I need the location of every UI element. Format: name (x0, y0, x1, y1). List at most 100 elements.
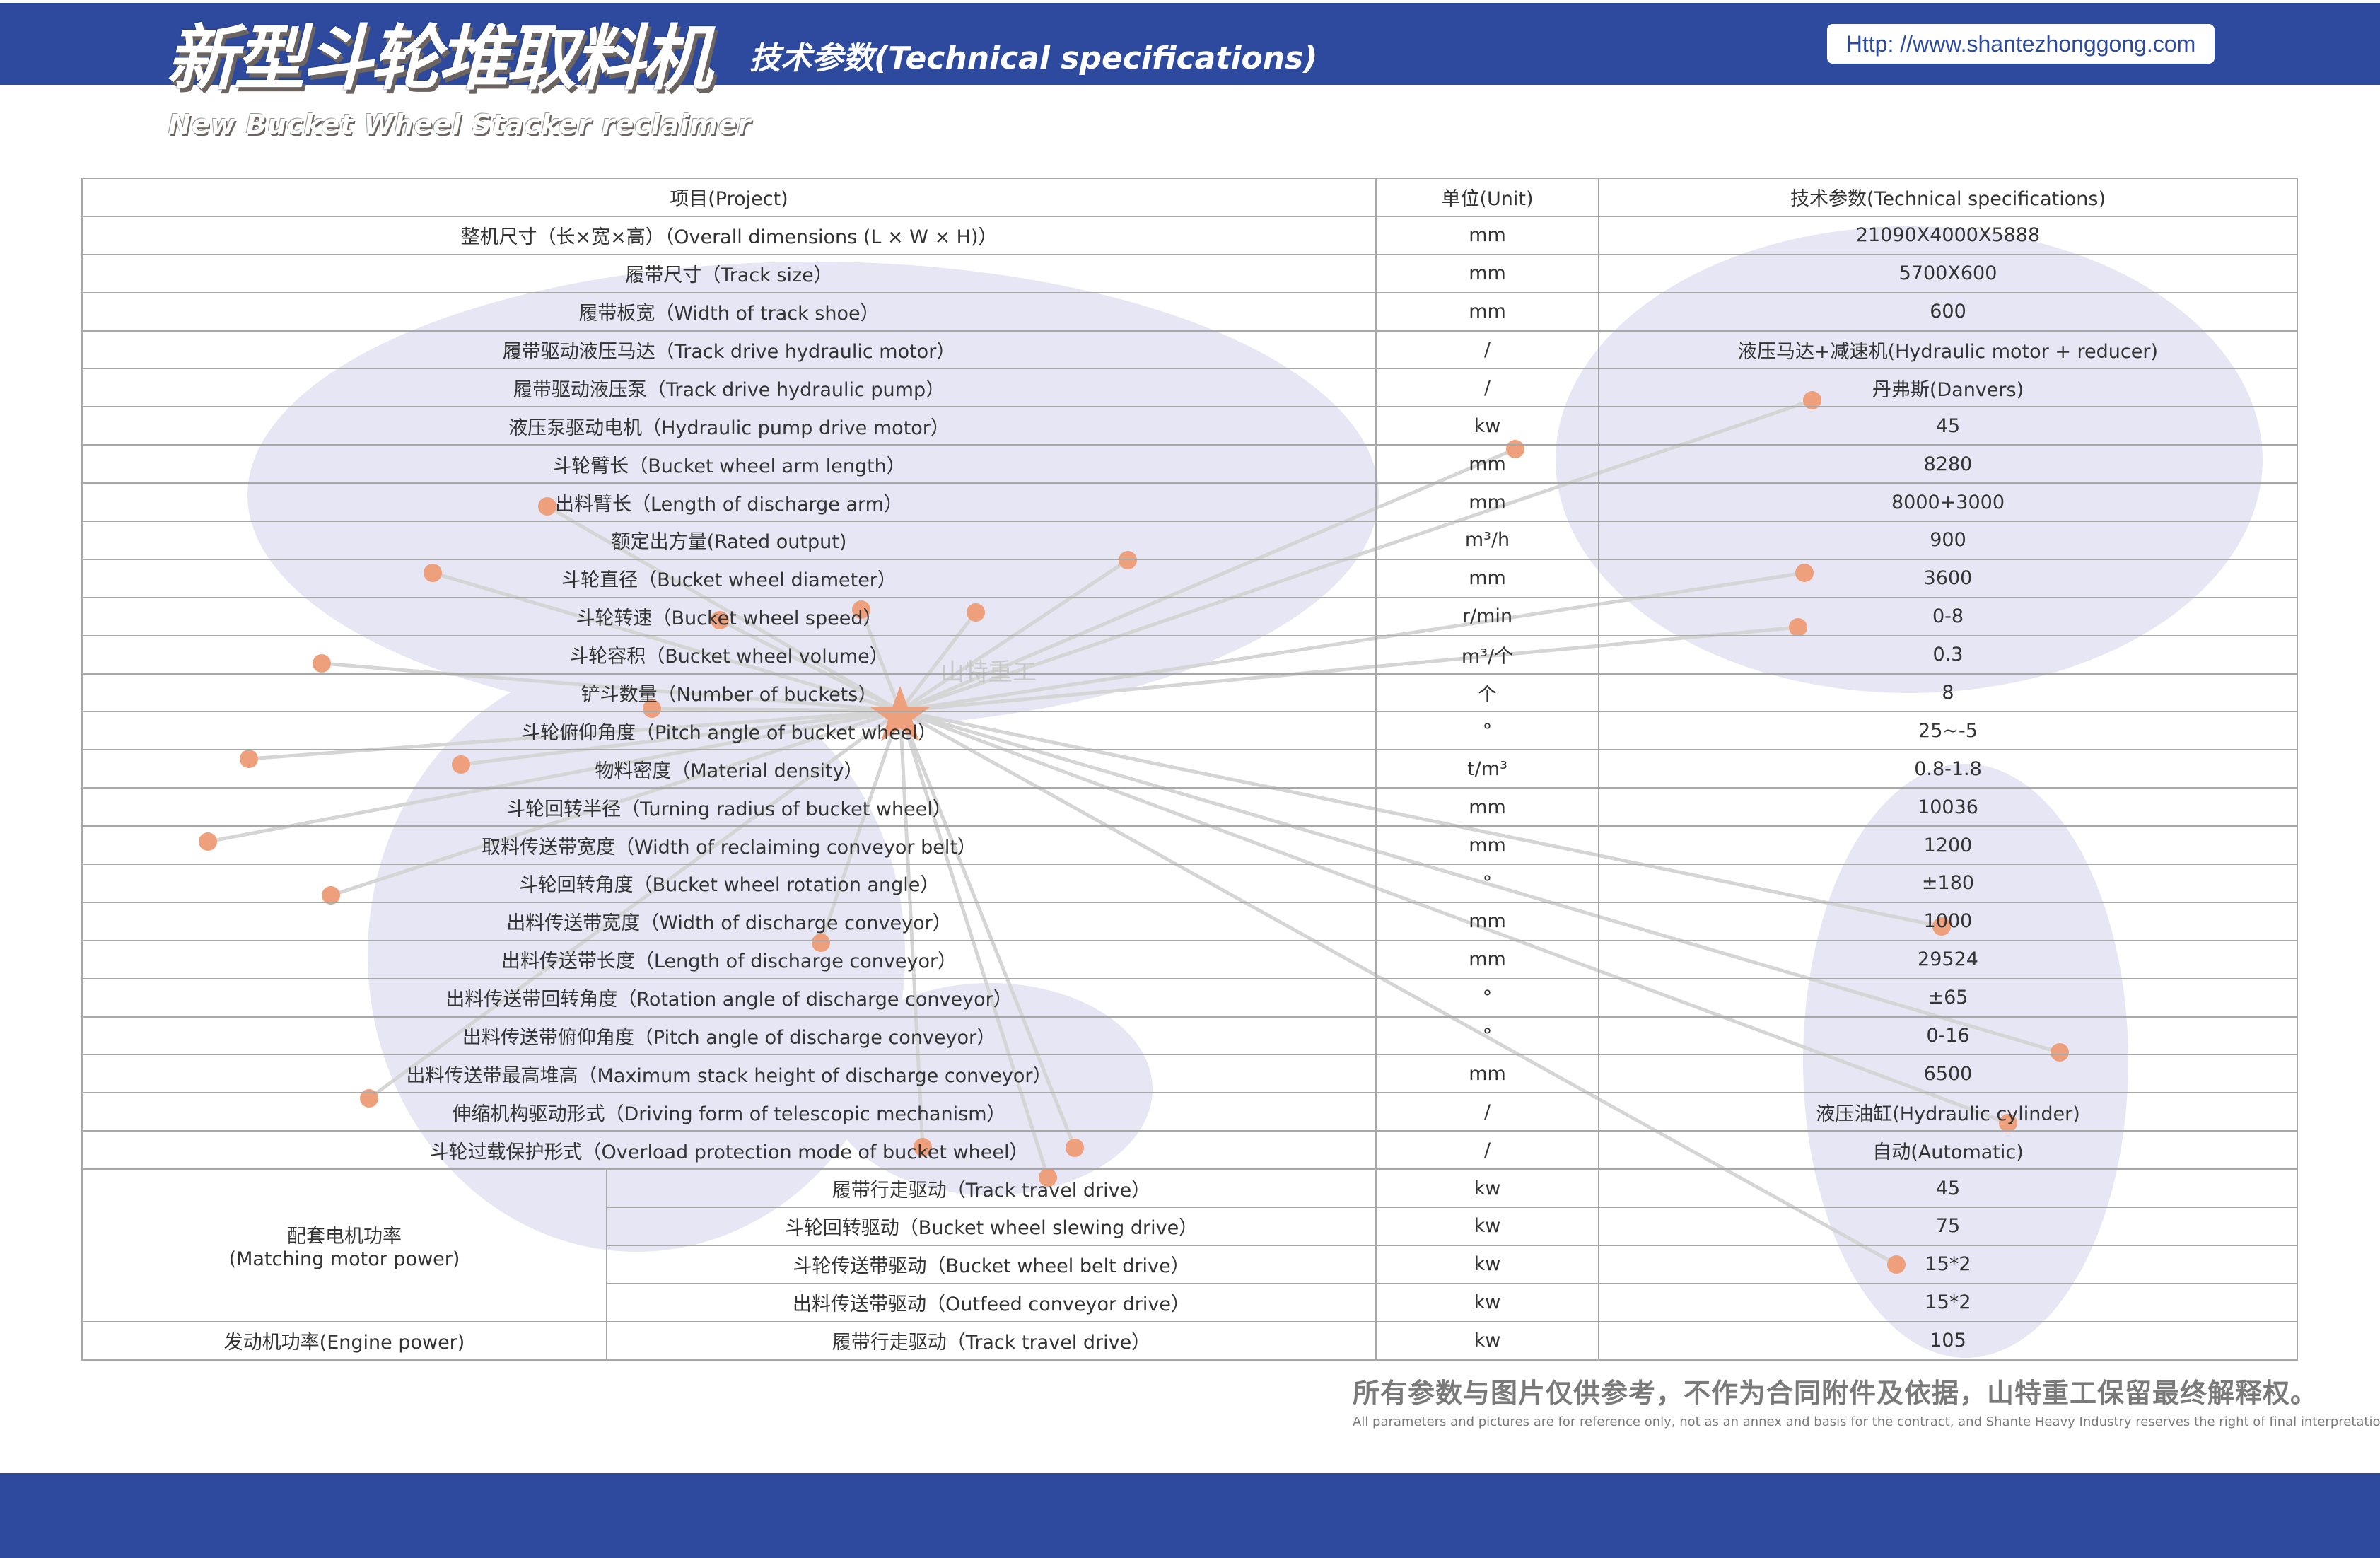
row-value: 105 (1598, 1320, 2298, 1361)
row-item: 斗轮回转半径（Turning radius of bucket wheel） (81, 787, 1377, 827)
row-unit: mm (1375, 939, 1599, 979)
row-value: 0.8-1.8 (1598, 749, 2298, 789)
table-row: 液压泵驱动电机（Hydraulic pump drive motor） kw 45 (81, 406, 2298, 446)
row-value: 8 (1598, 673, 2298, 713)
row-value: 45 (1598, 406, 2298, 446)
table-row: 整机尺寸（长×宽×高）（Overall dimensions (L × W × … (81, 215, 2298, 255)
row-value: 75 (1598, 1207, 2298, 1246)
row-unit: kw (1375, 406, 1599, 446)
table-row: 斗轮过载保护形式（Overload protection mode of buc… (81, 1130, 2298, 1170)
table-row: 物料密度（Material density） t/m³ 0.8-1.8 (81, 749, 2298, 789)
row-item: 液压泵驱动电机（Hydraulic pump drive motor） (81, 406, 1377, 446)
row-value: ±65 (1598, 977, 2298, 1018)
row-unit: mm (1375, 1054, 1599, 1094)
row-unit: m³/个 (1375, 634, 1599, 675)
table-row: 履带尺寸（Track size） mm 5700X600 (81, 253, 2298, 293)
row-unit: 个 (1375, 673, 1599, 713)
section-title: 技术参数(Technical specifications) (749, 40, 1318, 76)
row-unit: kw (1375, 1244, 1599, 1284)
header-spec: 技术参数(Technical specifications) (1598, 178, 2298, 217)
row-value: 0.3 (1598, 634, 2298, 675)
header-project: 项目(Project) (81, 178, 1377, 217)
row-value: 8000+3000 (1598, 482, 2298, 523)
row-value: 3600 (1598, 558, 2298, 598)
table-row: 履带驱动液压马达（Track drive hydraulic motor） / 液压… (81, 330, 2298, 370)
row-item: 额定出方量(Rated output) (81, 521, 1377, 560)
row-item: 出料传送带回转角度（Rotation angle of discharge co… (81, 977, 1377, 1018)
row-value: 15*2 (1598, 1282, 2298, 1322)
table-row: 斗轮臂长（Bucket wheel arm length） mm 8280 (81, 444, 2298, 484)
row-item: 出料传送带宽度（Width of discharge conveyor） (81, 901, 1377, 941)
row-item: 铲斗数量（Number of buckets） (81, 673, 1377, 713)
row-item: 履带行走驱动（Track travel drive） (606, 1320, 1377, 1361)
row-item: 履带驱动液压泵（Track drive hydraulic pump） (81, 368, 1377, 408)
row-item: 履带行走驱动（Track travel drive） (606, 1168, 1377, 1209)
row-unit: m³/h (1375, 521, 1599, 560)
website-link[interactable]: Http: //www.shantezhonggong.com (1827, 24, 2215, 64)
row-item: 整机尺寸（长×宽×高）（Overall dimensions (L × W × … (81, 215, 1377, 255)
row-item: 履带板宽（Width of track shoe） (81, 291, 1377, 332)
table-row: 斗轮回转驱动（Bucket wheel slewing drive） kw 75 (82, 1207, 2298, 1246)
table-row: 出料传送带驱动（Outfeed conveyor drive） kw 15*2 (82, 1282, 2298, 1322)
row-unit: mm (1375, 787, 1599, 827)
row-item: 出料传送带俯仰角度（Pitch angle of discharge conve… (81, 1016, 1377, 1056)
row-unit: / (1375, 368, 1599, 408)
row-unit: kw (1375, 1282, 1599, 1322)
row-item: 取料传送带宽度（Width of reclaiming conveyor bel… (81, 825, 1377, 866)
row-item: 伸缩机构驱动形式（Driving form of telescopic mech… (81, 1092, 1377, 1132)
row-value: 0-16 (1598, 1016, 2298, 1056)
row-item: 履带驱动液压马达（Track drive hydraulic motor） (81, 330, 1377, 370)
row-item: 斗轮容积（Bucket wheel volume） (81, 634, 1377, 675)
row-value: 600 (1598, 291, 2298, 332)
row-unit: kw (1375, 1168, 1599, 1209)
table-row: 履带驱动液压泵（Track drive hydraulic pump） / 丹弗斯(… (81, 368, 2298, 408)
table-row-engine: 发动机功率(Engine power) 履带行走驱动（Track travel d… (81, 1320, 2298, 1361)
row-value: 自动(Automatic) (1598, 1130, 2298, 1170)
row-item: 物料密度（Material density） (81, 749, 1377, 789)
table-row: 出料传送带宽度（Width of discharge conveyor） mm 10… (81, 901, 2298, 941)
row-value: 10036 (1598, 787, 2298, 827)
table-row: 取料传送带宽度（Width of reclaiming conveyor bel… (81, 825, 2298, 866)
table-row: 出料传送带回转角度（Rotation angle of discharge co… (81, 977, 2298, 1018)
row-unit: r/min (1375, 596, 1599, 636)
footer-banner (0, 1473, 2380, 1558)
row-value: 6500 (1598, 1054, 2298, 1094)
table-row: 出料传送带长度（Length of discharge conveyor） mm 2… (81, 939, 2298, 979)
row-item: 斗轮直径（Bucket wheel diameter） (81, 558, 1377, 598)
row-unit: / (1375, 1130, 1599, 1170)
table-row: 出料传送带俯仰角度（Pitch angle of discharge conve… (81, 1016, 2298, 1056)
header-unit: 单位(Unit) (1375, 178, 1599, 217)
product-title: 新型斗轮堆取料机 (166, 17, 712, 100)
row-unit: mm (1375, 901, 1599, 941)
table-row: 斗轮回转角度（Bucket wheel rotation angle） ° ±180 (81, 864, 2298, 903)
row-value: 1000 (1598, 901, 2298, 941)
table-row: 伸缩机构驱动形式（Driving form of telescopic mech… (81, 1092, 2298, 1132)
row-value: 5700X600 (1598, 253, 2298, 293)
row-unit: kw (1375, 1207, 1599, 1246)
row-unit: mm (1375, 558, 1599, 598)
table-row: 斗轮回转半径（Turning radius of bucket wheel） mm… (81, 787, 2298, 827)
row-value: 丹弗斯(Danvers) (1598, 368, 2298, 408)
row-item: 斗轮转速（Bucket wheel speed） (81, 596, 1377, 636)
row-unit: ° (1375, 977, 1599, 1018)
disclaimer-en: All parameters and pictures are for refe… (1353, 1414, 2380, 1429)
row-item: 斗轮回转驱动（Bucket wheel slewing drive） (606, 1207, 1377, 1246)
row-item: 斗轮回转角度（Bucket wheel rotation angle） (81, 864, 1377, 903)
table-row: 斗轮转速（Bucket wheel speed） r/min 0-8 (81, 596, 2298, 636)
row-value: 29524 (1598, 939, 2298, 979)
row-value: 15*2 (1598, 1244, 2298, 1284)
row-unit: t/m³ (1375, 749, 1599, 789)
row-unit: ° (1375, 864, 1599, 903)
table-row: 铲斗数量（Number of buckets）个 8 (81, 673, 2298, 713)
row-unit: mm (1375, 291, 1599, 332)
row-item: 履带尺寸（Track size） (81, 253, 1377, 293)
spec-table: 项目(Project) 单位(Unit) 技术参数(Technical spec… (81, 178, 2298, 1361)
row-value: 液压马达+减速机(Hydraulic motor + reducer) (1598, 330, 2298, 370)
row-item: 出料传送带驱动（Outfeed conveyor drive） (606, 1282, 1377, 1322)
table-row: 额定出方量(Rated output) m³/h 900 (81, 521, 2298, 560)
motor-group-label: 配套电机功率 (Matching motor power) (81, 1168, 607, 1322)
row-item: 出料臂长（Length of discharge arm） (81, 482, 1377, 523)
table-row: 斗轮传送带驱动（Bucket wheel belt drive） kw 15*2 (82, 1244, 2298, 1284)
product-title-en: New Bucket Wheel Stacker reclaimer (168, 109, 752, 140)
row-value: 900 (1598, 521, 2298, 560)
